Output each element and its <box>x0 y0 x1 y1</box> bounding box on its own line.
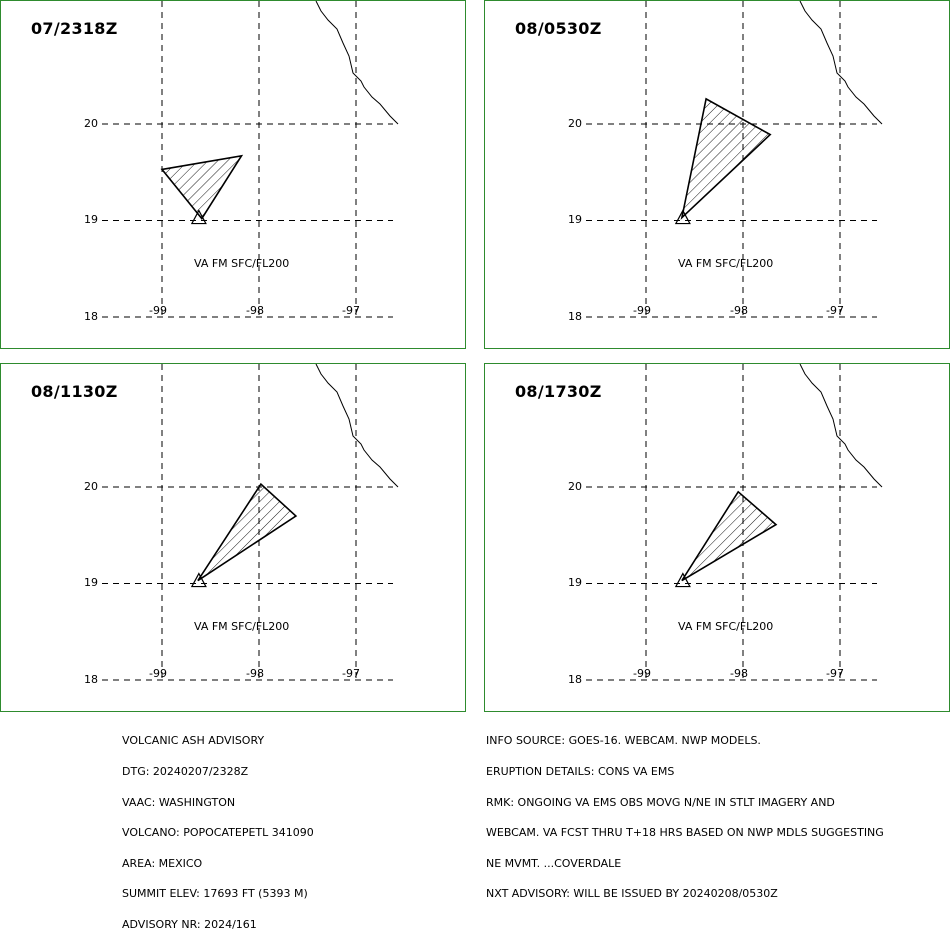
ash-cloud-polygon <box>681 490 778 582</box>
lat-label: 20 <box>568 480 582 493</box>
advisory-line: ADVISORY NR: 2024/161 <box>122 917 257 931</box>
map-panel: 08/1130Z VA FM SFC/FL200 20 19 18 -99 -9… <box>0 363 466 712</box>
lat-label: 19 <box>568 213 582 226</box>
lon-label: -98 <box>246 667 264 680</box>
map-panel: 08/0530Z VA FM SFC/FL200 20 19 18 -99 -9… <box>484 0 950 349</box>
ash-cloud-polygon <box>197 482 298 582</box>
advisory-line: ERUPTION DETAILS: CONS VA EMS <box>486 765 675 778</box>
ash-level-label: VA FM SFC/FL200 <box>194 620 290 633</box>
map-canvas <box>586 1 883 319</box>
coastline <box>799 364 883 488</box>
coastline <box>799 1 883 125</box>
lon-label: -99 <box>633 304 651 317</box>
advisory-line: AREA: MEXICO <box>122 856 203 870</box>
volcano-icon <box>190 572 207 588</box>
map-panel: 07/2318Z VA FM SFC/FL200 20 19 18 -99 -9… <box>0 0 466 349</box>
lon-label: -99 <box>149 304 167 317</box>
advisory-line: NE MVMT. ...COVERDALE <box>486 856 622 870</box>
lon-label: -99 <box>633 667 651 680</box>
forecast-time: 07/2318Z <box>31 19 118 38</box>
lon-label: -98 <box>246 304 264 317</box>
lon-label: -98 <box>730 667 748 680</box>
map-canvas <box>586 364 883 682</box>
advisory-line: SUMMIT ELEV: 17693 FT (5393 M) <box>122 887 308 901</box>
advisory-line: NXT ADVISORY: WILL BE ISSUED BY 20240208… <box>486 887 778 901</box>
advisory-info-left: VOLCANIC ASH ADVISORY DTG: 20240207/2328… <box>122 716 314 940</box>
volcano-icon <box>674 572 691 588</box>
map-canvas <box>102 1 399 319</box>
ash-level-label: VA FM SFC/FL200 <box>194 257 290 270</box>
advisory-line: INFO SOURCE: GOES-16. WEBCAM. NWP MODELS… <box>486 734 761 748</box>
map-canvas <box>102 364 399 682</box>
forecast-time: 08/0530Z <box>515 19 602 38</box>
ash-cloud-polygon <box>160 154 244 220</box>
ash-cloud-polygon <box>680 97 772 220</box>
lon-label: -99 <box>149 667 167 680</box>
lon-label: -97 <box>342 304 360 317</box>
lat-label: 19 <box>84 213 98 226</box>
forecast-time: 08/1130Z <box>31 382 118 401</box>
advisory-line: VOLCANO: POPOCATEPETL 341090 <box>122 826 314 840</box>
advisory-line: VOLCANIC ASH ADVISORY <box>122 734 265 748</box>
lat-label: 20 <box>568 117 582 130</box>
lat-label: 20 <box>84 117 98 130</box>
lat-label: 19 <box>568 576 582 589</box>
coastline <box>315 1 399 125</box>
volcano-icon <box>190 209 207 225</box>
lat-label: 18 <box>568 673 582 686</box>
lat-label: 18 <box>568 310 582 323</box>
volcano-icon <box>674 209 691 225</box>
lat-label: 18 <box>84 310 98 323</box>
advisory-line: VAAC: WASHINGTON <box>122 795 236 809</box>
lon-label: -97 <box>342 667 360 680</box>
lat-label: 18 <box>84 673 98 686</box>
advisory-line: WEBCAM. VA FCST THRU T+18 HRS BASED ON N… <box>486 826 884 840</box>
map-panel: 08/1730Z VA FM SFC/FL200 20 19 18 -99 -9… <box>484 363 950 712</box>
lat-label: 20 <box>84 480 98 493</box>
coastline <box>315 364 399 488</box>
advisory-info-right: INFO SOURCE: GOES-16. WEBCAM. NWP MODELS… <box>486 716 884 910</box>
ash-level-label: VA FM SFC/FL200 <box>678 257 774 270</box>
lon-label: -97 <box>826 667 844 680</box>
lat-label: 19 <box>84 576 98 589</box>
advisory-line: DTG: 20240207/2328Z <box>122 765 249 778</box>
advisory-line: RMK: ONGOING VA EMS OBS MOVG N/NE IN STL… <box>486 795 835 809</box>
lon-label: -97 <box>826 304 844 317</box>
lon-label: -98 <box>730 304 748 317</box>
ash-level-label: VA FM SFC/FL200 <box>678 620 774 633</box>
forecast-time: 08/1730Z <box>515 382 602 401</box>
